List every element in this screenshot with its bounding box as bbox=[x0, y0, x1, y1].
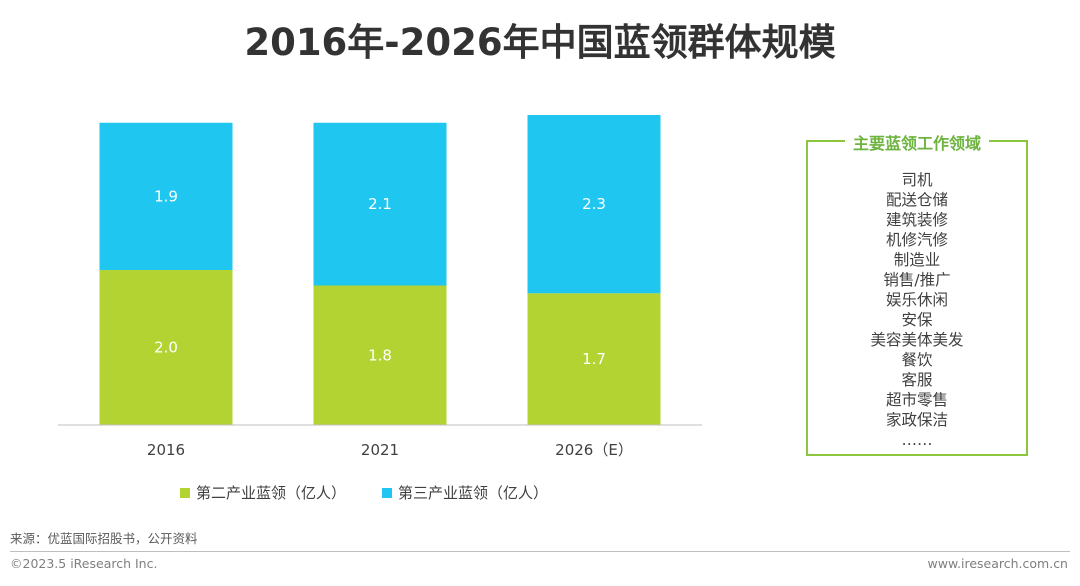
copyright-text: ©2023.5 iResearch Inc. bbox=[10, 556, 158, 571]
work-field-item: 客服 bbox=[901, 371, 933, 389]
bar-value-label: 2.3 bbox=[582, 195, 606, 213]
source-note: 来源：优蓝国际招股书，公开资料 bbox=[10, 531, 198, 546]
legend-swatch-tertiary bbox=[382, 487, 393, 498]
work-fields-title: 主要蓝领工作领域 bbox=[844, 130, 990, 154]
stacked-bar-chart: 2.0 1.9 2016 1.8 2.1 2021 1.7 2.3 2026（E） bbox=[58, 115, 702, 459]
bar-segment-tertiary bbox=[313, 122, 447, 286]
bar-value-label: 1.8 bbox=[368, 346, 392, 364]
work-field-item: 餐饮 bbox=[901, 351, 933, 369]
work-field-item: 配送仓储 bbox=[885, 191, 948, 209]
work-field-item: 机修汽修 bbox=[885, 231, 948, 249]
website-link[interactable]: www.iresearch.com.cn bbox=[927, 556, 1069, 571]
bar-segment-tertiary bbox=[99, 122, 233, 270]
bar-value-label: 2.1 bbox=[368, 195, 392, 213]
work-field-item: 制造业 bbox=[893, 251, 941, 269]
work-field-item: 销售/推广 bbox=[883, 271, 951, 289]
work-field-item: 美容美体美发 bbox=[870, 331, 964, 349]
x-tick-label: 2016 bbox=[147, 441, 185, 459]
legend-label-secondary: 第二产业蓝领（亿人） bbox=[196, 484, 347, 502]
work-field-item: 建筑装修 bbox=[885, 211, 948, 229]
x-tick-label: 2026（E） bbox=[555, 441, 633, 459]
bar-value-label: 1.7 bbox=[582, 350, 606, 368]
bar-segment-secondary bbox=[527, 293, 661, 425]
chart-legend: 第二产业蓝领（亿人） 第三产业蓝领（亿人） bbox=[180, 482, 548, 503]
work-field-item: …… bbox=[901, 431, 933, 449]
bar-segment-secondary bbox=[313, 285, 447, 425]
work-field-item: 娱乐休闲 bbox=[885, 291, 948, 309]
bar-value-label: 1.9 bbox=[154, 187, 178, 205]
x-tick-label: 2021 bbox=[361, 441, 399, 459]
legend-swatch-secondary bbox=[180, 487, 190, 498]
legend-label-tertiary: 第三产业蓝领（亿人） bbox=[398, 484, 549, 502]
chart-title: 2016年-2026年中国蓝领群体规模 bbox=[244, 21, 836, 64]
work-field-item: 家政保洁 bbox=[885, 411, 948, 429]
work-field-item: 司机 bbox=[901, 171, 933, 189]
bar-value-label: 2.0 bbox=[154, 339, 178, 357]
work-fields-box: 主要蓝领工作领域 司机 配送仓储 建筑装修 机修汽修 制造业 销售/推广 娱乐休… bbox=[806, 130, 1028, 456]
work-field-item: 安保 bbox=[901, 311, 933, 329]
bar-segment-secondary bbox=[99, 270, 233, 425]
legend-item-tertiary: 第三产业蓝领（亿人） bbox=[382, 482, 548, 503]
footer-divider bbox=[10, 551, 1070, 552]
work-fields-list: 司机 配送仓储 建筑装修 机修汽修 制造业 销售/推广 娱乐休闲 安保 美容美体… bbox=[808, 170, 1026, 450]
legend-item-secondary: 第二产业蓝领（亿人） bbox=[180, 482, 346, 503]
bar-segment-tertiary bbox=[527, 115, 661, 294]
work-field-item: 超市零售 bbox=[885, 391, 948, 409]
